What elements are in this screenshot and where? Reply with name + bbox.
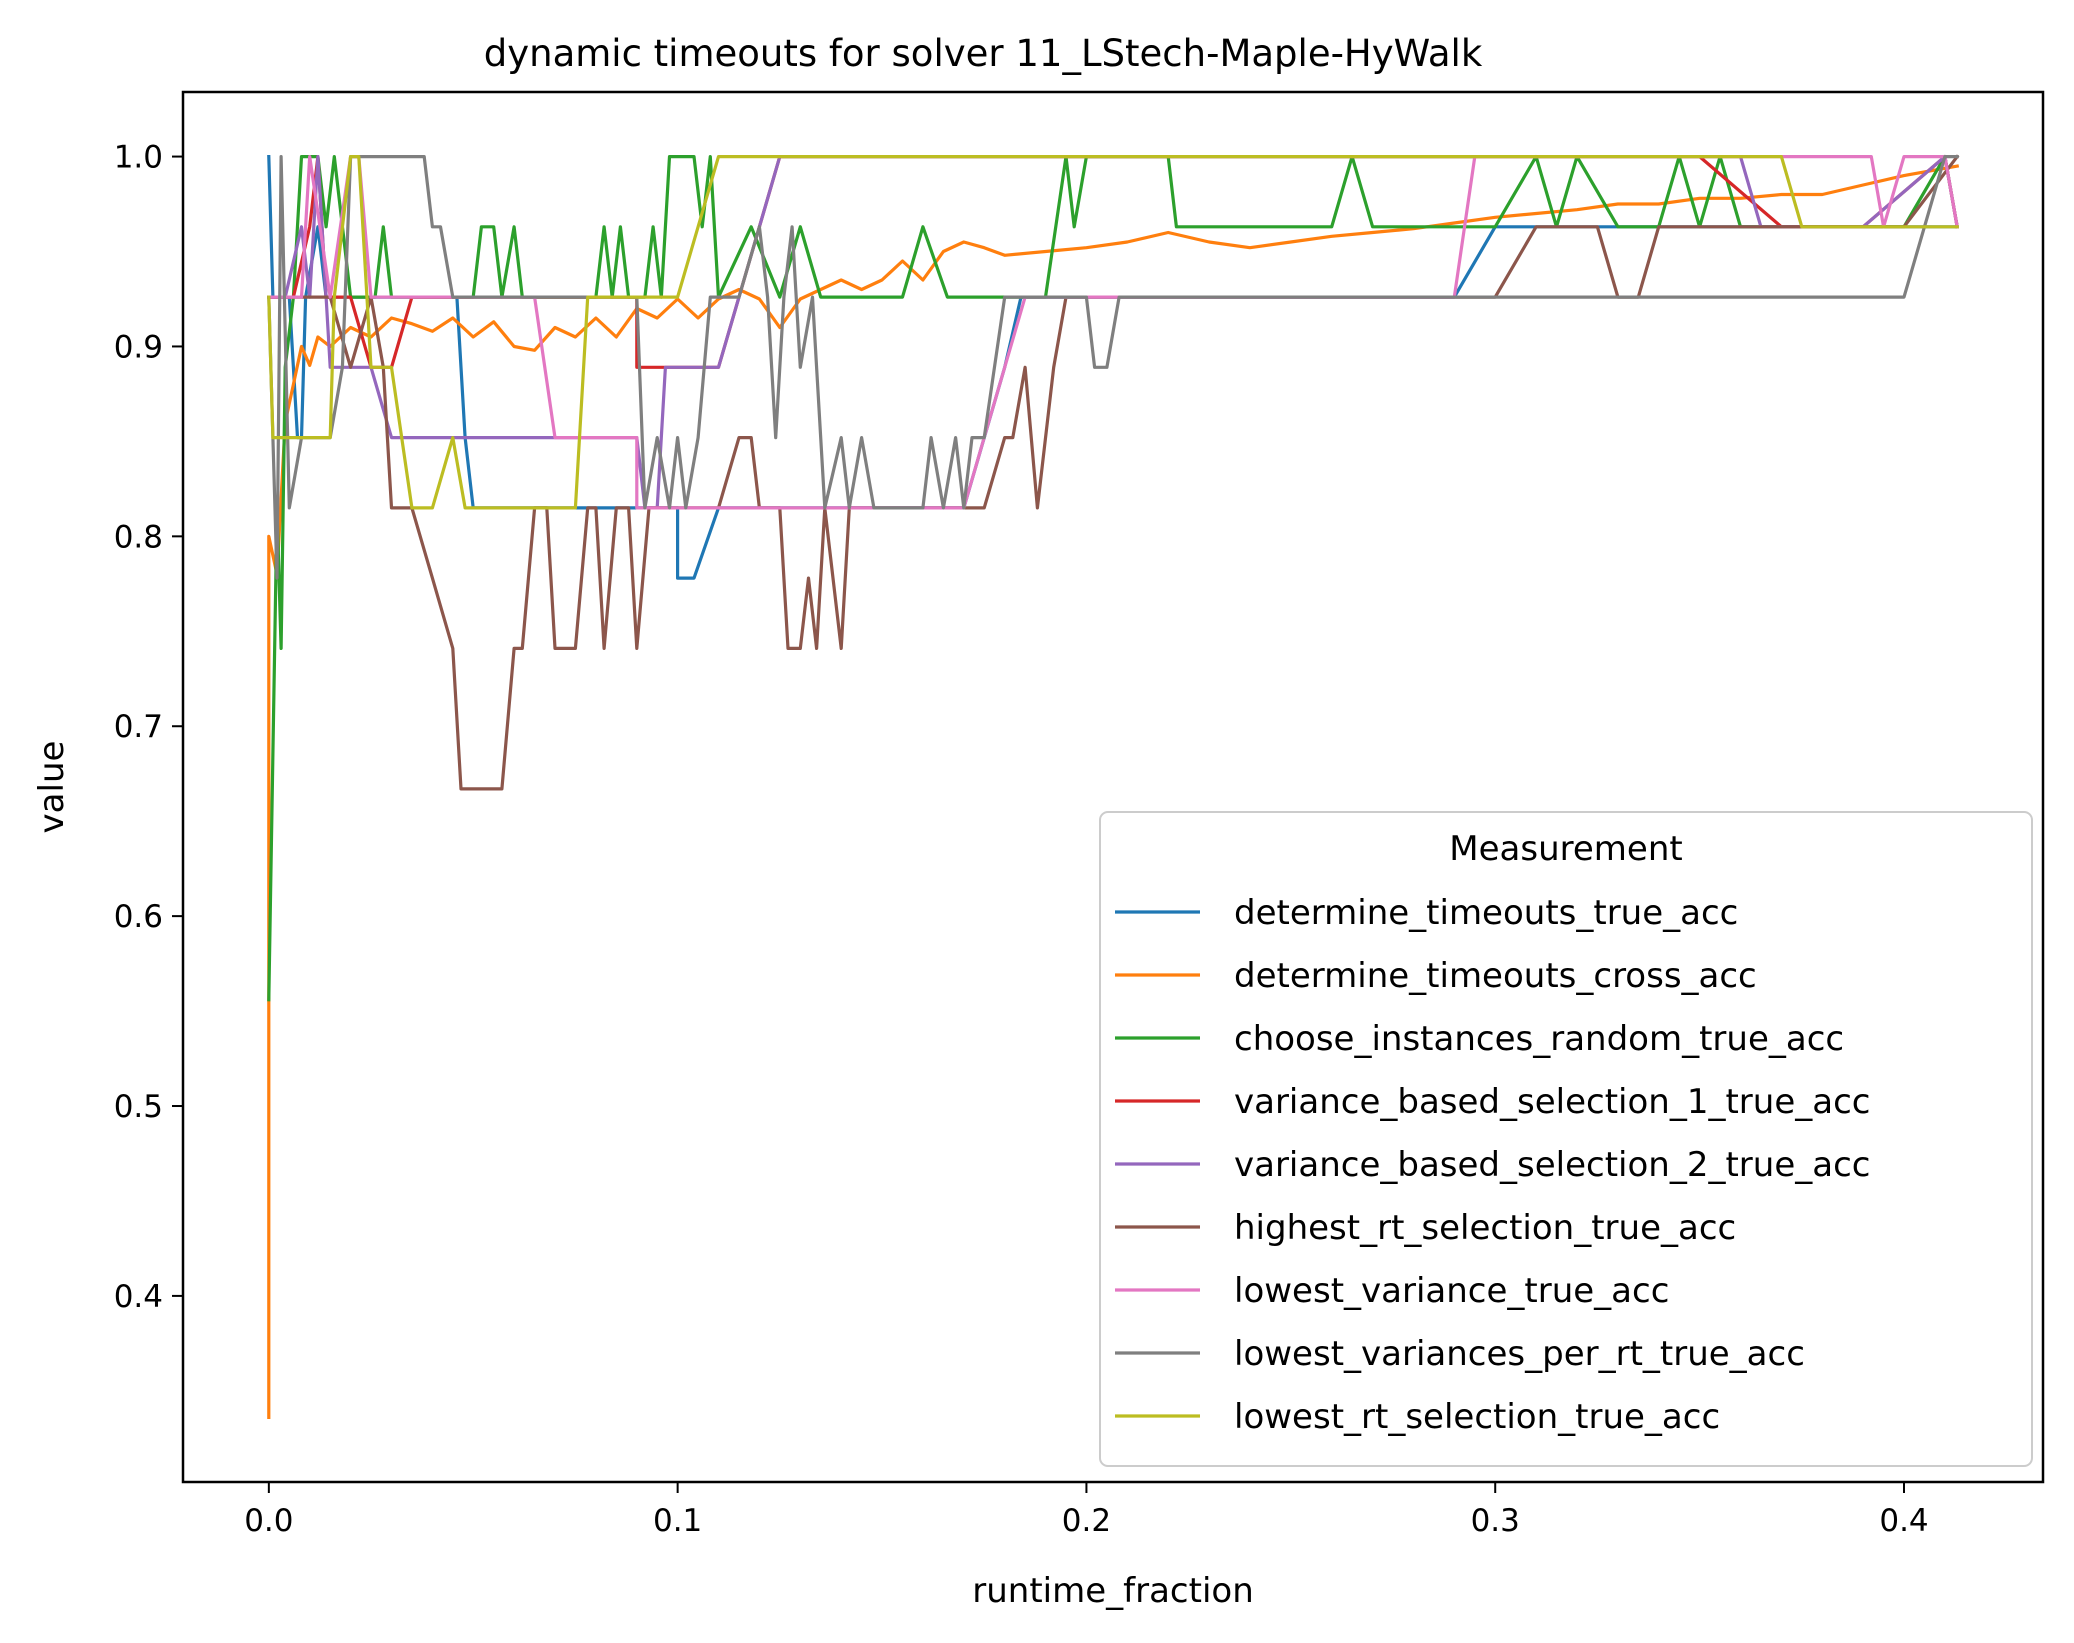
- series-line-choose_instances_random_true_acc: [267, 155, 1960, 1002]
- legend-label: variance_based_selection_2_true_acc: [1234, 1145, 1870, 1185]
- y-axis: 0.4 0.5 0.6 0.7 0.8 0.9 1.0: [114, 140, 183, 1315]
- x-axis: 0.0 0.1 0.2 0.3 0.4: [244, 1482, 1929, 1539]
- legend-label: determine_timeouts_cross_acc: [1234, 956, 1757, 996]
- series-line-lowest_rt_selection_true_acc: [267, 155, 1959, 510]
- legend-title: Measurement: [1449, 829, 1682, 869]
- y-tick-label: 0.5: [114, 1089, 163, 1125]
- legend: Measurement determine_timeouts_true_accd…: [1099, 811, 2033, 1467]
- x-tick-label: 0.1: [653, 1503, 702, 1539]
- legend-box: [1099, 811, 2033, 1467]
- x-axis-label: runtime_fraction: [972, 1571, 1254, 1611]
- legend-label: choose_instances_random_true_acc: [1234, 1019, 1844, 1059]
- legend-label: highest_rt_selection_true_acc: [1234, 1208, 1736, 1248]
- y-tick-label: 0.7: [114, 709, 163, 745]
- series-line-lowest_variances_per_rt_true_acc: [267, 155, 1959, 580]
- legend-label: lowest_rt_selection_true_acc: [1234, 1397, 1720, 1437]
- legend-label: lowest_variances_per_rt_true_acc: [1234, 1334, 1805, 1374]
- legend-entries: determine_timeouts_true_acc determine_tim…: [1115, 893, 1870, 1437]
- legend-label: variance_based_selection_1_true_acc: [1234, 1082, 1870, 1122]
- y-tick-label: 0.8: [114, 519, 163, 555]
- legend-label: determine_timeouts_true_acc: [1234, 893, 1738, 933]
- plot-area-frame: [181, 90, 2045, 1484]
- series-layer: [267, 154, 1960, 1420]
- y-tick-label: 1.0: [114, 140, 163, 176]
- y-axis-label: value: [32, 741, 72, 834]
- series-line-variance_based_selection_2_true_acc: [267, 155, 1960, 510]
- x-tick-label: 0.0: [244, 1503, 293, 1539]
- y-tick-label: 0.4: [114, 1279, 163, 1315]
- x-tick-label: 0.4: [1879, 1503, 1928, 1539]
- legend-label: lowest_variance_true_acc: [1234, 1271, 1669, 1311]
- x-tick-label: 0.3: [1471, 1503, 1520, 1539]
- y-tick-label: 0.9: [114, 329, 163, 365]
- chart-title: dynamic timeouts for solver 11_LStech-Ma…: [484, 32, 1483, 75]
- y-tick-label: 0.6: [114, 899, 163, 935]
- x-tick-label: 0.2: [1062, 1503, 1111, 1539]
